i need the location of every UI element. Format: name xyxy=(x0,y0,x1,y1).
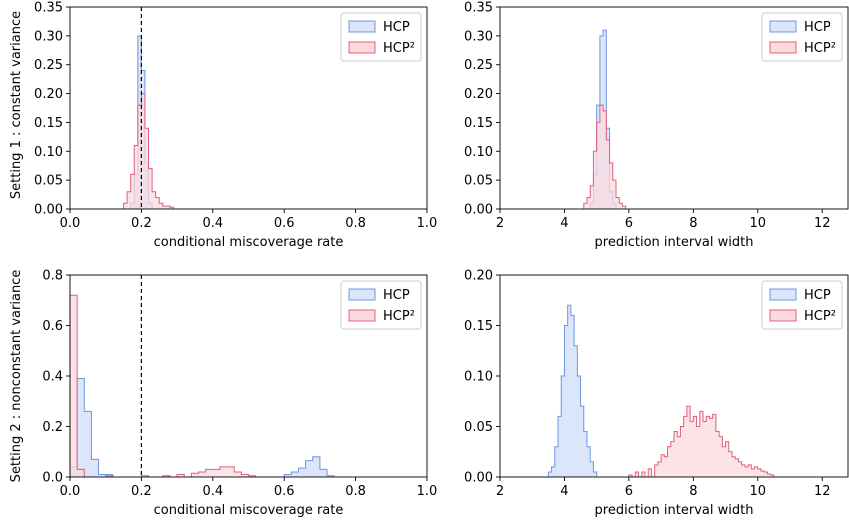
histogram-series-hcp2 xyxy=(123,93,175,209)
x-tick-label: 0.6 xyxy=(274,484,295,499)
row-label-setting-2: Setting 2 : nonconstant variance xyxy=(9,270,24,483)
legend-label-hcp: HCP xyxy=(383,288,410,303)
x-tick-label: 0.0 xyxy=(60,484,81,499)
x-tick-label: 0.6 xyxy=(274,216,295,231)
x-tick-label: 0.4 xyxy=(202,484,223,499)
legend-swatch-hcp2 xyxy=(769,41,797,54)
y-tick-label: 0.0 xyxy=(42,471,63,486)
x-tick-label: 0.2 xyxy=(131,484,152,499)
panel-s1-width: 2 4 6 8 10 12 0.00 0.05 0.10 0.15 0.20 0.25 0.30 0.35… xyxy=(464,1,849,250)
x-tick-label: 0.8 xyxy=(345,216,366,231)
panel-s2-width: 2 4 6 8 10 12 0.00 0.05 0.10 0.15 0.20 prediction i… xyxy=(464,269,849,518)
x-tick-label: 0.2 xyxy=(131,216,152,231)
x-tick-label: 6 xyxy=(625,484,633,499)
y-tick-label: 0.05 xyxy=(464,174,493,189)
y-tick-label: 0.30 xyxy=(464,29,493,44)
legend-swatch-hcp xyxy=(348,288,376,301)
y-tick-label: 0.35 xyxy=(34,1,63,16)
x-tick-label: 4 xyxy=(560,484,568,499)
x-tick-label: 10 xyxy=(750,484,767,499)
y-tick-label: 0.05 xyxy=(34,174,63,189)
x-tick-label: 1.0 xyxy=(417,484,438,499)
x-axis-title: conditional miscoverage rate xyxy=(154,503,344,518)
axes-frame xyxy=(499,6,849,210)
histogram-series-hcp xyxy=(69,378,335,477)
row-label-setting-1: Setting 1 : constant variance xyxy=(9,11,24,199)
panel-s2-miscoverage: 0.0 0.2 0.4 0.6 0.8 1.00.00.20.40.60.8conditi… xyxy=(42,269,437,519)
x-tick-label: 2 xyxy=(496,216,504,231)
x-tick-label: 2 xyxy=(496,484,504,499)
histogram-series-hcp2 xyxy=(628,405,775,477)
y-tick-label: 0.15 xyxy=(464,116,493,131)
y-tick-label: 0.15 xyxy=(34,116,63,131)
x-tick-label: 12 xyxy=(814,484,831,499)
histogram-series-hcp2 xyxy=(583,104,627,209)
panel-s1-miscoverage: 0.0 0.2 0.4 0.6 0.8 1.0 0.00 0.05 0.10 0.15 0.20 0.… xyxy=(34,1,437,251)
y-tick-label: 0.20 xyxy=(34,87,63,102)
y-tick-label: 0.05 xyxy=(464,420,493,435)
histogram-series-hcp2 xyxy=(69,294,257,477)
legend-swatch-hcp2 xyxy=(348,309,376,322)
legend-label-hcp: HCP xyxy=(383,20,410,35)
legend-label-hcp2: HCP² xyxy=(804,41,836,56)
legend-swatch-hcp2 xyxy=(769,309,797,322)
y-tick-label: 0.15 xyxy=(464,319,493,334)
y-tick-label: 0.8 xyxy=(42,269,63,284)
y-tick-label: 0.20 xyxy=(464,87,493,102)
y-tick-label: 0.6 xyxy=(42,319,63,334)
y-tick-label: 0.00 xyxy=(464,471,493,486)
legend-label-hcp: HCP xyxy=(804,288,831,303)
legend-swatch-hcp xyxy=(769,20,797,33)
y-tick-label: 0.00 xyxy=(34,203,63,218)
legend-swatch-hcp xyxy=(769,288,797,301)
x-axis-title: prediction interval width xyxy=(595,503,754,518)
x-tick-label: 10 xyxy=(750,216,767,231)
y-tick-label: 0.35 xyxy=(464,1,493,16)
y-tick-label: 0.00 xyxy=(464,203,493,218)
y-tick-label: 0.25 xyxy=(464,58,493,73)
axes-frame xyxy=(69,6,428,210)
legend-swatch-hcp xyxy=(348,20,376,33)
legend: HCP HCP² xyxy=(761,280,843,330)
y-tick-label: 0.10 xyxy=(464,145,493,160)
legend-label-hcp2: HCP² xyxy=(383,309,415,324)
x-axis-title: conditional miscoverage rate xyxy=(154,235,344,250)
x-tick-label: 8 xyxy=(689,484,697,499)
legend-label-hcp: HCP xyxy=(804,20,831,35)
x-tick-label: 4 xyxy=(560,216,568,231)
y-tick-label: 0.30 xyxy=(34,29,63,44)
x-tick-label: 1.0 xyxy=(417,216,438,231)
y-tick-label: 0.20 xyxy=(464,269,493,284)
legend-label-hcp2: HCP² xyxy=(383,41,415,56)
histogram-series-hcp xyxy=(547,304,598,477)
legend-label-hcp2: HCP² xyxy=(804,309,836,324)
y-tick-label: 0.2 xyxy=(42,420,63,435)
y-tick-label: 0.4 xyxy=(42,370,63,385)
x-tick-label: 12 xyxy=(814,216,831,231)
y-tick-label: 0.10 xyxy=(464,370,493,385)
x-tick-label: 0.4 xyxy=(202,216,223,231)
x-tick-label: 8 xyxy=(689,216,697,231)
legend: HCP HCP² xyxy=(761,12,843,62)
x-tick-label: 0.8 xyxy=(345,484,366,499)
x-axis-title: prediction interval width xyxy=(595,235,754,250)
x-tick-label: 6 xyxy=(625,216,633,231)
x-tick-label: 0.0 xyxy=(60,216,81,231)
legend-swatch-hcp2 xyxy=(348,41,376,54)
y-tick-label: 0.10 xyxy=(34,145,63,160)
legend: HCP HCP² xyxy=(340,280,422,330)
legend: HCP HCP² xyxy=(340,12,422,62)
y-tick-label: 0.25 xyxy=(34,58,63,73)
